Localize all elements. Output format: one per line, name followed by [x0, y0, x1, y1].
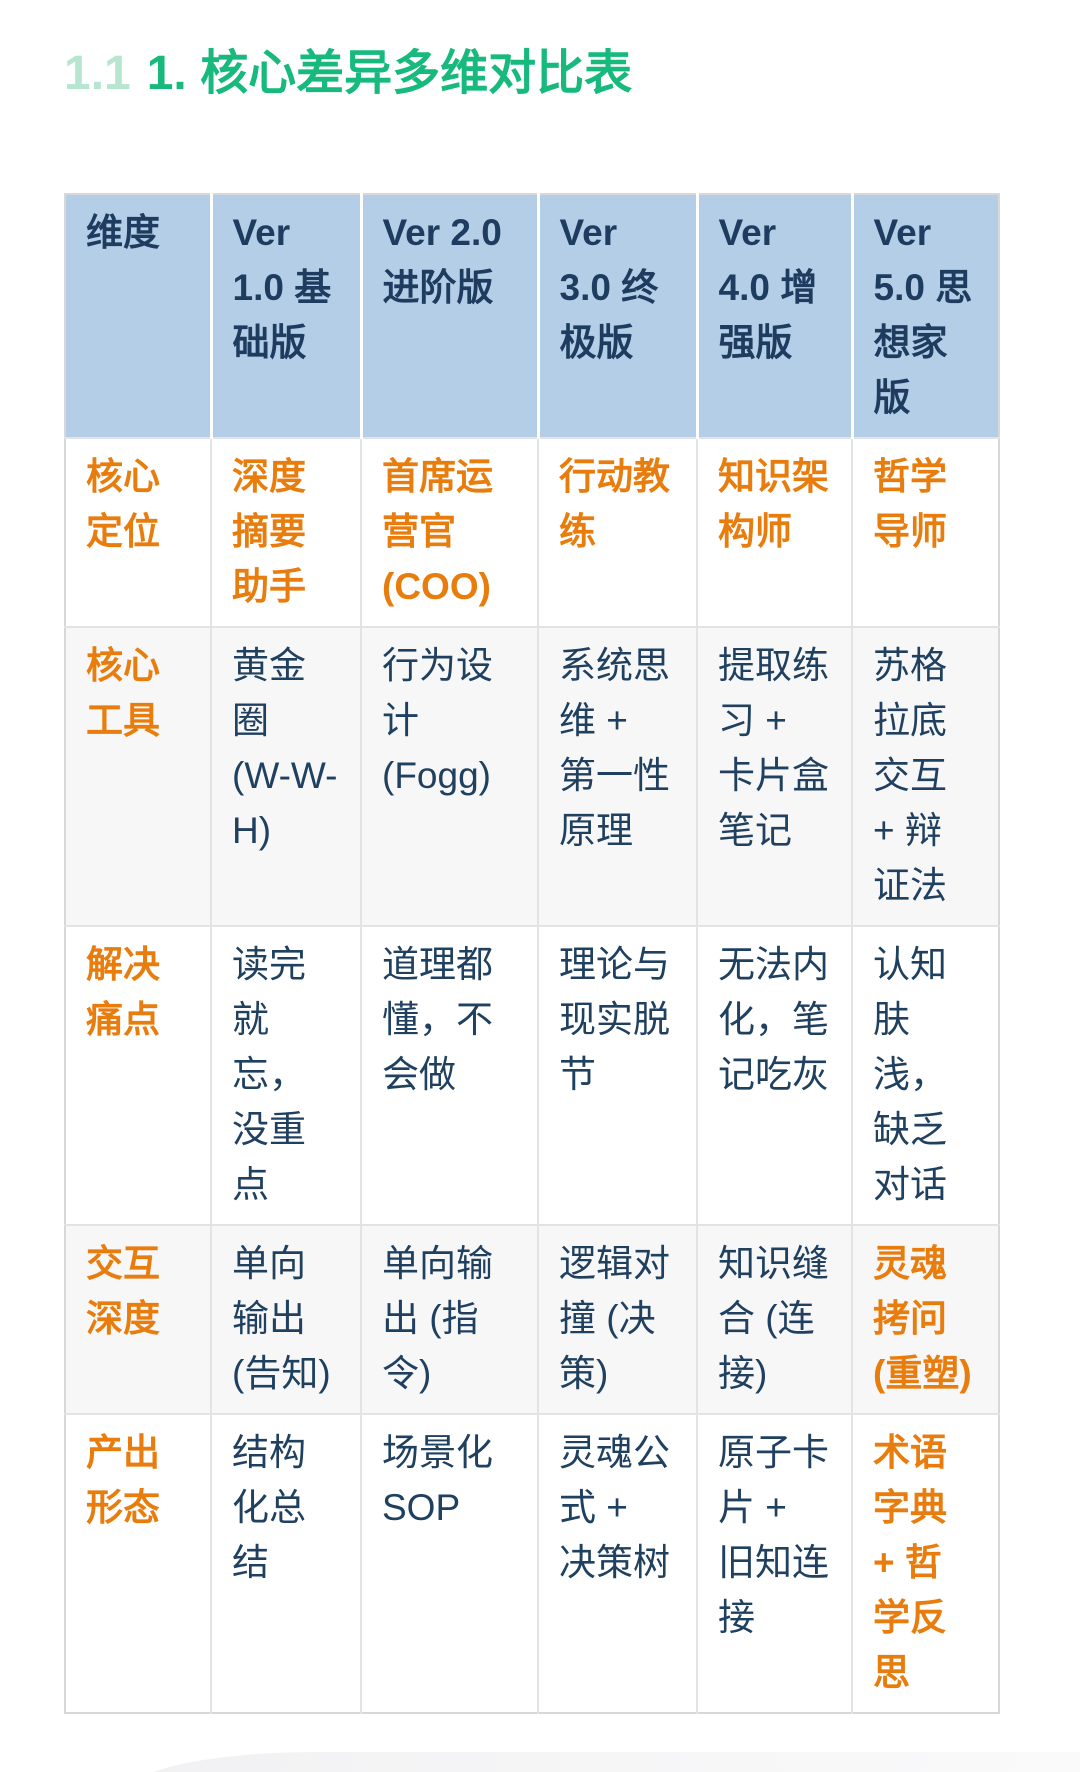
next-section-card: [125, 1752, 1080, 1772]
table-header-row: 维度 Ver 1.0 基础版 Ver 2.0 进阶版 Ver 3.0 终极版 Ver 4…: [65, 194, 999, 439]
column-header-5: Ver 5.0 思想家版: [850, 194, 999, 439]
title-text: 1. 核心差异多维对比表: [146, 47, 633, 100]
row-label: 核心定位: [65, 438, 211, 628]
table-cell: 场景化 SOP: [360, 1414, 538, 1714]
column-header-2: Ver 2.0 进阶版: [359, 194, 538, 439]
table-cell: 深度摘要助手: [210, 438, 361, 628]
row-label: 产出形态: [65, 1414, 211, 1714]
column-header-3: Ver 3.0 终极版: [536, 194, 697, 439]
table-cell: 行动教练: [537, 438, 697, 628]
table-cell: 道理都懂，不会做: [360, 926, 538, 1226]
table-row-核心工具: 核心工具 黄金圈 (W-W-H) 行为设计 (Fogg) 系统思维 + 第一性原理 提取…: [65, 627, 999, 927]
section-number: 1.1: [64, 47, 131, 100]
table-cell: 结构化总结: [210, 1414, 361, 1714]
table-cell: 黄金圈 (W-W-H): [210, 627, 361, 927]
table-cell: 哲学导师: [851, 438, 999, 628]
table-row-核心定位: 核心定位 深度摘要助手 首席运营官 (COO) 行动教练 知识架构师 哲学导师: [65, 438, 999, 628]
table-cell: 苏格拉底交互 + 辩证法: [851, 627, 999, 927]
table-row-产出形态: 产出形态 结构化总结 场景化 SOP 灵魂公式 + 决策树 原子卡片 + 旧知连接 术语字…: [65, 1414, 999, 1714]
table-cell: 原子卡片 + 旧知连接: [696, 1414, 852, 1714]
table-row-交互深度: 交互深度 单向输出 (告知) 单向输出 (指令) 逻辑对撞 (决策) 知识缝合 (连接)…: [65, 1225, 999, 1415]
table-cell: 灵魂公式 + 决策树: [537, 1414, 697, 1714]
table-cell: 首席运营官 (COO): [360, 438, 538, 628]
table-cell: 逻辑对撞 (决策): [537, 1225, 697, 1415]
table-cell: 系统思维 + 第一性原理: [537, 627, 697, 927]
table-cell: 行为设计 (Fogg): [360, 627, 538, 927]
table-cell: 知识架构师: [696, 438, 852, 628]
table-row-解决痛点: 解决痛点 读完就忘，没重点 道理都懂，不会做 理论与现实脱节 无法内化，笔记吃灰 认知肤浅…: [65, 926, 999, 1226]
table-cell: 灵魂拷问 (重塑): [851, 1225, 999, 1415]
table-cell: 提取练习 + 卡片盒笔记: [696, 627, 852, 927]
column-header-4: Ver 4.0 增强版: [695, 194, 852, 439]
table-cell: 理论与现实脱节: [537, 926, 697, 1226]
column-header-0: 维度: [65, 194, 211, 439]
row-label: 核心工具: [65, 627, 211, 927]
row-label: 交互深度: [65, 1225, 211, 1415]
column-header-1: Ver 1.0 基础版: [209, 194, 361, 439]
table-cell: 单向输出 (告知): [210, 1225, 361, 1415]
table-cell: 无法内化，笔记吃灰: [696, 926, 852, 1226]
comparison-table: 维度 Ver 1.0 基础版 Ver 2.0 进阶版 Ver 3.0 终极版 Ver 4…: [64, 193, 1000, 1715]
table-cell: 单向输出 (指令): [360, 1225, 538, 1415]
table-cell: 读完就忘，没重点: [210, 926, 361, 1226]
page-title: 1.1 1. 核心差异多维对比表: [64, 46, 1080, 101]
table-cell: 术语字典 + 哲学反思: [851, 1414, 999, 1714]
table-cell: 认知肤浅，缺乏对话: [851, 926, 999, 1226]
table-cell: 知识缝合 (连接): [696, 1225, 852, 1415]
row-label: 解决痛点: [65, 926, 211, 1226]
